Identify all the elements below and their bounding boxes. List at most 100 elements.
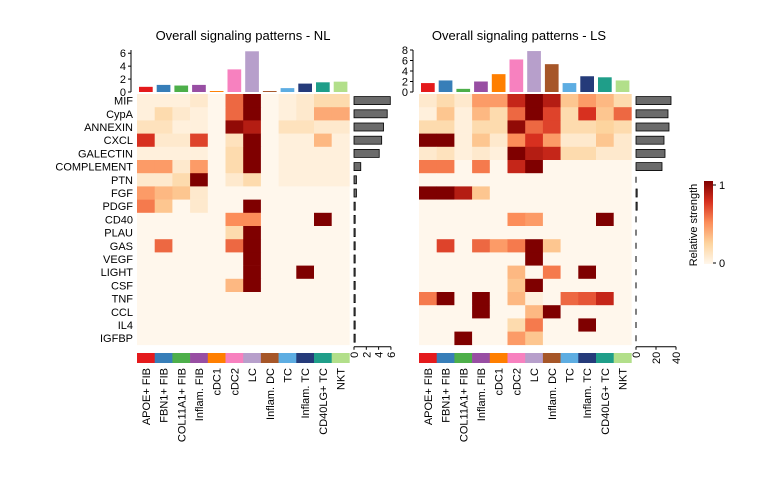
- heatmap-cell: [613, 199, 632, 214]
- heatmap-cell: [489, 186, 508, 200]
- heatmap-cell: [207, 305, 226, 319]
- heatmap-cell: [489, 146, 508, 161]
- heatmap-cell: [207, 331, 226, 346]
- color-legend: 1 0 Relative strength: [688, 180, 725, 270]
- row-label: CCL: [111, 307, 133, 319]
- heatmap-cell: [207, 292, 226, 306]
- right-bar: [635, 162, 663, 172]
- heatmap-cell: [578, 278, 597, 293]
- heatmap-cell: [225, 278, 244, 293]
- heatmap-cell: [225, 146, 244, 161]
- right-bar: [635, 148, 666, 158]
- heatmap-cell: [489, 107, 508, 121]
- heatmap-cell: [525, 226, 544, 240]
- column-annotation: [278, 353, 297, 363]
- heatmap-cell: [172, 305, 191, 319]
- heatmap-cell: [260, 133, 279, 148]
- heatmap-cell: [472, 318, 491, 332]
- heatmap-cell: [243, 278, 262, 293]
- top-bar: [456, 88, 471, 92]
- heatmap-cell: [314, 226, 332, 240]
- right-axis-tick-label: 0: [631, 352, 643, 358]
- heatmap-cell: [314, 239, 332, 253]
- heatmap-cell: [542, 305, 561, 319]
- heatmap-cell: [260, 239, 279, 253]
- column-label: Inflam. FIB: [194, 368, 206, 421]
- heatmap-cell: [154, 265, 173, 280]
- heatmap-cell: [154, 107, 173, 121]
- heatmap-cell: [172, 318, 191, 332]
- top-bar: [245, 51, 259, 92]
- heatmap-cell: [207, 107, 226, 121]
- heatmap-cell: [190, 226, 209, 240]
- heatmap-cell: [419, 146, 437, 161]
- heatmap-cell: [225, 94, 244, 108]
- heatmap-cell: [207, 146, 226, 161]
- heatmap-cell: [578, 212, 597, 227]
- heatmap-cell: [542, 160, 561, 174]
- heatmap-cell: [314, 94, 332, 108]
- column-annotation: [472, 353, 491, 363]
- heatmap-cell: [542, 120, 561, 134]
- heatmap-cell: [331, 186, 350, 200]
- right-bar: [635, 135, 665, 145]
- column-label: APOE+ FIB: [141, 368, 153, 425]
- heatmap-cell: [472, 226, 491, 240]
- column-annotation: [314, 353, 332, 363]
- top-axis-tick-label: 4: [120, 61, 126, 73]
- heatmap-cell: [190, 212, 209, 227]
- heatmap-cell: [542, 94, 561, 108]
- column-label: COL11A1+ FIB: [176, 368, 188, 442]
- heatmap-cell: [419, 239, 437, 253]
- heatmap-cell: [542, 199, 561, 214]
- heatmap-cell: [542, 278, 561, 293]
- heatmap-cell: [243, 199, 262, 214]
- column-annotation: [525, 353, 544, 363]
- heatmap-cell: [154, 212, 173, 227]
- top-axis-tick-label: 6: [402, 56, 408, 68]
- heatmap-cell: [613, 239, 632, 253]
- heatmap-cell: [278, 292, 297, 306]
- heatmap-cell: [137, 318, 155, 332]
- heatmap-cell: [296, 331, 315, 346]
- heatmap-cell: [560, 120, 579, 134]
- heatmap-cell: [613, 226, 632, 240]
- heatmap-cell: [507, 226, 526, 240]
- heatmap-cell: [154, 278, 173, 293]
- heatmap-cell: [454, 265, 473, 280]
- heatmap-cell: [613, 107, 632, 121]
- heatmap-cell: [436, 226, 455, 240]
- heatmap-cell: [278, 318, 297, 332]
- heatmap-cell: [296, 146, 315, 161]
- legend-tick-label-max: 1: [719, 180, 725, 192]
- heatmap-cell: [172, 252, 191, 266]
- heatmap-cell: [507, 160, 526, 174]
- column-annotation: [489, 353, 508, 363]
- heatmap-cell: [560, 305, 579, 319]
- column-label: FBN1+ FIB: [441, 368, 453, 423]
- heatmap-cell: [613, 94, 632, 108]
- heatmap-cell: [472, 331, 491, 346]
- heatmap-cell: [507, 173, 526, 187]
- heatmap-cell: [154, 94, 173, 108]
- row-label: CD40: [105, 214, 133, 226]
- heatmap-cell: [225, 252, 244, 266]
- heatmap-cell: [172, 186, 191, 200]
- heatmap-cell: [596, 318, 614, 332]
- heatmap-cell: [489, 226, 508, 240]
- row-label: PLAU: [104, 228, 133, 240]
- heatmap-cell: [454, 239, 473, 253]
- heatmap-cell: [472, 265, 491, 280]
- heatmap-cell: [596, 146, 614, 161]
- heatmap-cell: [190, 318, 209, 332]
- heatmap-cell: [419, 173, 437, 187]
- heatmap-cell: [542, 107, 561, 121]
- heatmap-cell: [225, 173, 244, 187]
- heatmap-cell: [154, 305, 173, 319]
- row-label: CypA: [106, 109, 134, 121]
- heatmap-cell: [225, 186, 244, 200]
- heatmap-cell: [172, 133, 191, 148]
- heatmap-cell: [454, 173, 473, 187]
- heatmap-cell: [596, 212, 614, 227]
- heatmap-cell: [243, 212, 262, 227]
